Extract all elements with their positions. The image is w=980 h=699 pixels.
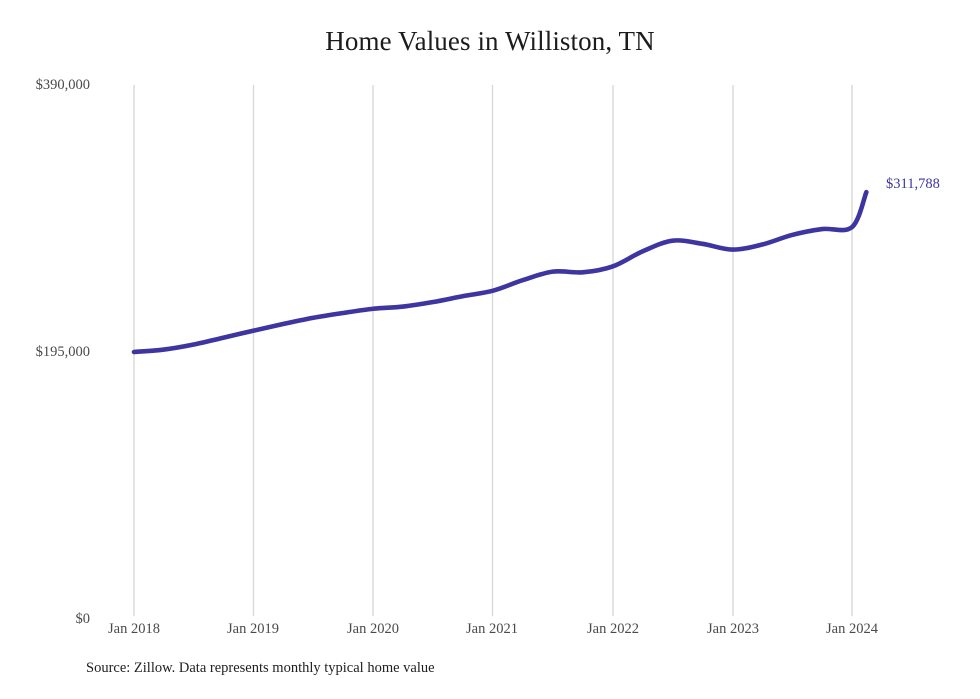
x-axis-label-jan-2019: Jan 2019 bbox=[227, 621, 279, 637]
x-axis-label-jan-2022: Jan 2022 bbox=[587, 621, 639, 637]
y-axis-label-top: $390,000 bbox=[35, 77, 90, 93]
y-axis-label-zero: $0 bbox=[75, 611, 91, 627]
x-axis-label-jan-2018: Jan 2018 bbox=[108, 621, 160, 637]
vertical-gridlines bbox=[133, 85, 853, 616]
home-value-line bbox=[131, 189, 869, 355]
y-axis-label-middle: $195,000 bbox=[35, 344, 90, 360]
x-axis-label-jan-2023: Jan 2023 bbox=[707, 621, 759, 637]
chart-title: Home Values in Williston, TN bbox=[325, 26, 655, 56]
x-axis-label-jan-2020: Jan 2020 bbox=[347, 621, 399, 637]
x-axis-label-jan-2024: Jan 2024 bbox=[826, 621, 878, 637]
x-axis-label-jan-2021: Jan 2021 bbox=[466, 621, 518, 637]
source-note: Source: Zillow. Data represents monthly … bbox=[86, 660, 435, 676]
end-value-annotation: $311,788 bbox=[886, 176, 940, 192]
